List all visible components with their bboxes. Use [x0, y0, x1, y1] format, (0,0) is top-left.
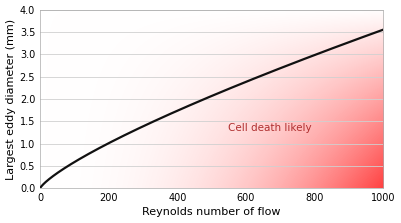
Y-axis label: Largest eddy diameter (mm): Largest eddy diameter (mm) — [6, 19, 16, 180]
X-axis label: Reynolds number of flow: Reynolds number of flow — [142, 207, 281, 217]
Text: Cell death likely: Cell death likely — [228, 123, 312, 133]
